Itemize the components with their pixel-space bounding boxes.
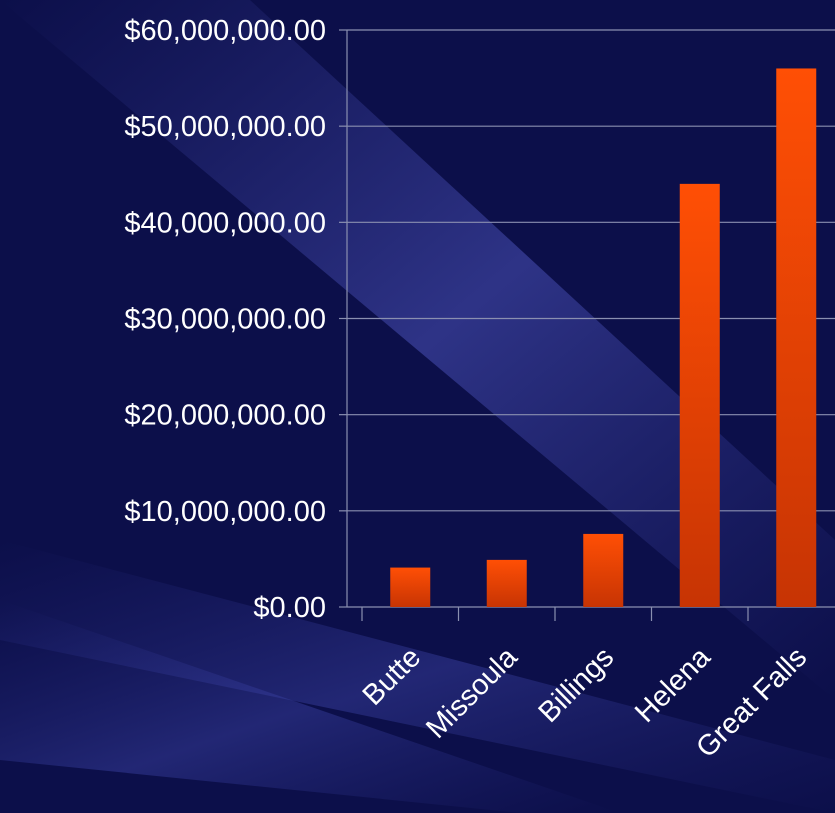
bar-helena [679, 183, 720, 607]
background-streak [0, 600, 620, 813]
bar-butte [390, 567, 431, 607]
y-axis-tick-labels: $0.00 $10,000,000.00 $20,000,000.00 $30,000… [124, 15, 326, 624]
bars [390, 68, 817, 607]
background-streak [0, 0, 835, 700]
y-tick-label: $20,000,000.00 [124, 400, 326, 432]
x-category-label: Billings [533, 641, 621, 729]
y-tick-label: $0.00 [253, 592, 326, 624]
bar-great-falls [776, 68, 817, 607]
y-tick-label: $10,000,000.00 [124, 496, 326, 528]
y-tick-label: $30,000,000.00 [124, 304, 326, 336]
background-streak [0, 540, 835, 813]
y-tick-label: $50,000,000.00 [124, 111, 326, 143]
y-tick-label: $40,000,000.00 [124, 207, 326, 239]
x-category-label: Helena [629, 641, 717, 729]
gridlines [347, 29, 835, 512]
bar-missoula [486, 559, 527, 607]
bar-billings [583, 533, 624, 607]
x-category-label: Butte [357, 641, 428, 712]
axes [339, 29, 835, 621]
x-category-label: Missoula [420, 641, 524, 745]
y-tick-label: $60,000,000.00 [124, 15, 326, 47]
